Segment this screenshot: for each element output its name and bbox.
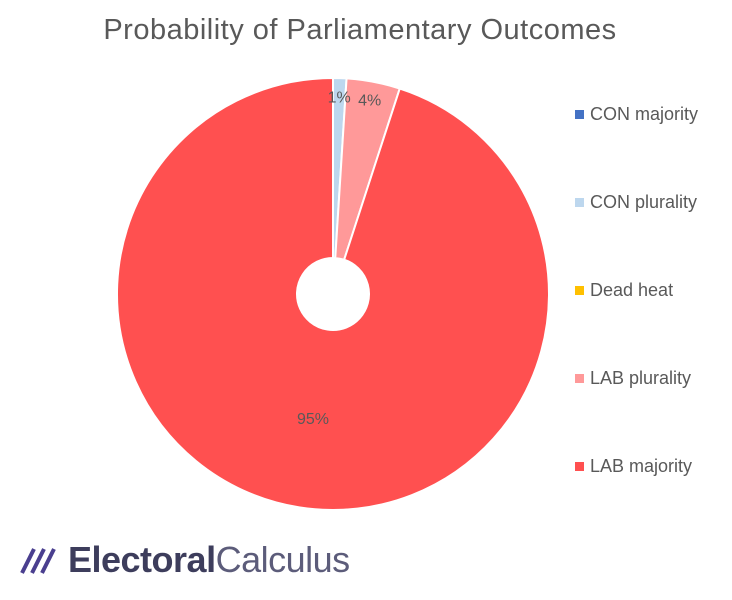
slice-lab-majority xyxy=(116,76,550,511)
legend-label: LAB plurality xyxy=(590,367,692,388)
legend-item-dead-heat: Dead heat xyxy=(575,246,698,334)
legend-label: LAB majority xyxy=(590,455,693,476)
logo-text-bold: Electoral xyxy=(68,539,216,580)
chart-title: Probability of Parliamentary Outcomes xyxy=(103,14,617,46)
legend-swatch xyxy=(575,373,584,383)
legend-swatch xyxy=(575,461,584,471)
legend-item-lab-majority: LAB majority xyxy=(575,422,698,510)
legend-item-lab-plurality: LAB plurality xyxy=(575,334,698,422)
logo-slashes-icon xyxy=(20,548,56,574)
legend-swatch xyxy=(575,285,584,295)
data-label-con-plurality: 1% xyxy=(328,89,351,106)
electoral-calculus-logo: ElectoralCalculus xyxy=(18,538,350,582)
legend-label: CON majority xyxy=(590,103,699,124)
data-label-lab-plurality: 4% xyxy=(358,93,381,110)
legend-swatch xyxy=(575,109,584,119)
legend-swatch xyxy=(575,197,584,207)
logo-text-light: Calculus xyxy=(215,539,351,580)
chart-legend: CON majority CON plurality Dead heat LAB pl… xyxy=(575,70,698,510)
legend-label: Dead heat xyxy=(590,279,674,300)
legend-item-con-plurality: CON plurality xyxy=(575,158,698,246)
legend-item-con-majority: CON majority xyxy=(575,70,698,158)
data-label-lab-majority: 95% xyxy=(297,411,329,428)
legend-label: CON plurality xyxy=(590,191,698,212)
